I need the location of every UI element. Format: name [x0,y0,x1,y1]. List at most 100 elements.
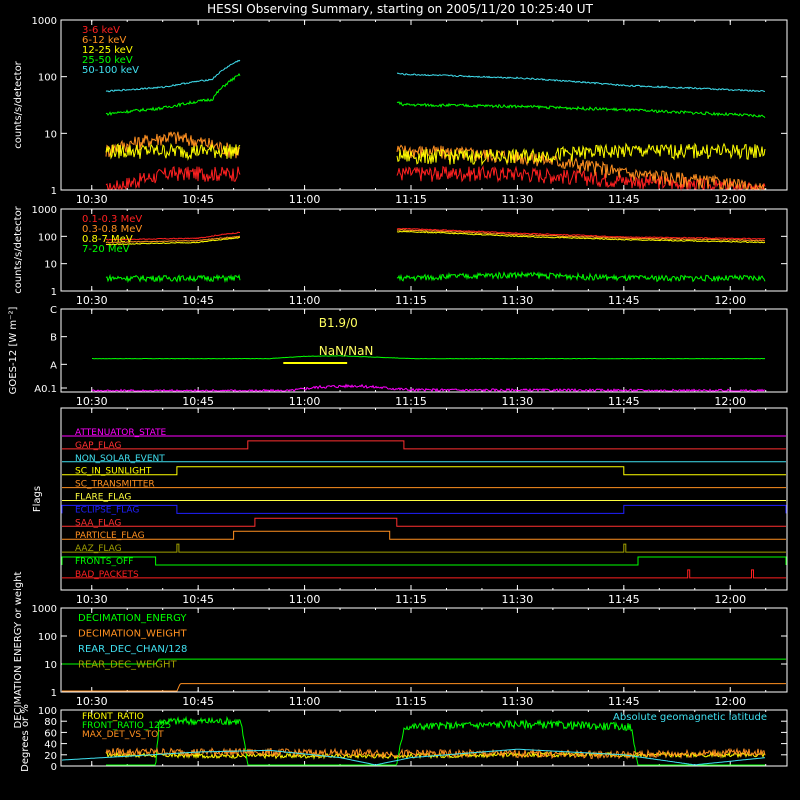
series-line-7-20-mev [105,270,766,284]
figure-title: HESSI Observing Summary, starting on 200… [207,2,593,16]
legend-50-100-kev: 50-100 keV [82,65,139,76]
x-tick-label: 11:00 [289,593,321,606]
y-tick-label: A0.1 [34,384,57,395]
panel-lightcurves: 10:30 10:45 11:00 11:15 11:30 11:45 12:00 count… [13,16,788,206]
flag-label-aaz-flag: AAZ_FLAG [75,544,122,554]
series-line-0-8-7-mev [105,230,766,246]
series-line-0-3-0-8-mev [105,229,765,244]
high-energy-y-axis-label: counts/s/detector [13,205,24,293]
flags-frame [60,407,788,591]
series-line-front-ratio-1225 [106,715,765,766]
x-tick-label: 11:15 [395,593,427,606]
x-tick-label: 11:30 [502,294,534,307]
x-tick-label: 11:00 [289,695,321,708]
x-tick-label: 10:30 [76,294,108,307]
series-line-50-100-kev [105,59,765,93]
y-tick-label: 100 [38,73,57,84]
x-tick-label: 10:45 [182,193,214,206]
x-tick-label: 11:30 [502,395,534,408]
x-tick-label: 11:15 [395,695,427,708]
y-tick-label: 1000 [32,604,57,615]
legend-3-6-kev: 3-6 keV [82,25,120,36]
ratios-frame [60,709,788,767]
high-energy-frame [60,208,788,292]
y-tick-label: 10 [44,129,57,140]
x-tick-label: 12:00 [714,695,746,708]
legend-rear-dec-chan-128: REAR_DEC_CHAN/128 [78,644,187,655]
series-line-25-50-kev [105,73,766,119]
flag-label-attenuator-state: ATTENUATOR_STATE [75,428,167,438]
y-tick-label: 40 [44,740,57,751]
x-tick-label: 10:45 [182,294,214,307]
x-tick-label: 11:45 [608,193,640,206]
x-tick-label: 12:00 [714,193,746,206]
legend-12-25-kev: 12-25 keV [82,45,133,56]
panel-goes: 10:30 10:45 11:00 11:15 11:30 11:45 12:00 GOES-… [8,305,788,408]
x-tick-label: 12:00 [714,593,746,606]
lightcurves-frame [60,19,788,191]
y-tick-label: 1000 [32,205,57,216]
x-tick-label: 11:45 [608,395,640,408]
flag-label-fronts-off: FRONTS_OFF [75,557,133,567]
legend-0-3-0-8-mev: 0.3-0.8 MeV [82,224,142,235]
flag-line-gap-flag [62,440,786,450]
y-tick-label: 100 [38,706,57,717]
legend-0-8-7-mev: 0.8-7 MeV [82,234,133,245]
flag-label-non-solar-event: NON_SOLAR_EVENT [75,454,165,464]
x-tick-label: 11:30 [502,593,534,606]
x-tick-label: 10:30 [76,593,108,606]
legend-0-1-0-3-mev: 0.1-0.3 MeV [82,214,142,225]
x-tick-label: 11:00 [289,395,321,408]
legend-6-12-kev: 6-12 keV [82,35,126,46]
x-tick-label: 11:15 [395,193,427,206]
x-tick-label: 11:00 [289,193,321,206]
flag-label-flare-flag: FLARE_FLAG [75,493,131,503]
x-tick-label: 11:30 [502,695,534,708]
series-line-0-1-0-3-mev [105,227,766,241]
panel-decimation: 10:30 10:45 11:00 11:15 11:30 11:45 12:00 DECIM… [13,571,788,728]
x-tick-label: 10:30 [76,193,108,206]
x-tick-label: 10:45 [182,395,214,408]
panel-flags: 10:30 10:45 11:00 11:15 11:30 11:45 12:00 Flags… [32,407,788,606]
flag-label-gap-flag: GAP_FLAG [75,441,121,451]
flag-line-bad-packets [62,569,786,579]
goes-y-axis-label: GOES-12 [W m⁻²] [8,307,19,395]
panel-stack: 10:30 10:45 11:00 11:15 11:30 11:45 12:00 count… [8,16,788,773]
series-line-12-25-kev [105,142,766,167]
series-line-0-5-4 [91,383,766,393]
y-tick-label: 1000 [32,16,57,27]
x-tick-label: 11:00 [289,294,321,307]
goes-class-annotation: B1.9/0 [319,316,358,330]
ratios-y-axis-label: Degrees or % [20,704,31,772]
y-tick-label: 60 [44,728,57,739]
flags-y-axis-label: Flags [32,486,43,512]
legend-25-50-kev: 25-50 keV [82,55,133,66]
series-line-absolute-geomagnetic-latitude [61,748,766,766]
y-tick-label: 100 [38,232,57,243]
y-tick-label: 1 [51,287,57,298]
goes-frame [60,308,788,393]
flag-label-eclipse-flag: ECLIPSE_FLAG [75,505,139,515]
panel-high-energy: 10:30 10:45 11:00 11:15 11:30 11:45 12:00 count… [13,205,788,307]
flag-line-eclipse-flag [61,504,787,514]
y-tick-label: 1 [51,688,57,699]
flag-line-aaz-flag [62,543,786,553]
x-tick-label: 11:15 [395,395,427,408]
y-tick-label: 10 [44,660,57,671]
x-tick-label: 11:45 [608,695,640,708]
lightcurves-y-axis-label: counts/s/detector [13,60,24,148]
flag-line-fronts-off [61,556,787,566]
y-tick-label: C [50,305,57,316]
flag-line-saa-flag [62,517,786,527]
legend-rear-dec-weight: REAR_DEC_WEIGHT [78,660,177,671]
y-tick-label: 1 [51,186,57,197]
geomagnetic-latitude-annotation: Absolute geomagnetic latitude [613,712,767,723]
decimation-y-axis-label: DECIMATION ENERGY or weight [13,571,24,728]
y-tick-label: 20 [44,751,57,762]
series-line-3-6-kev [105,164,766,191]
x-tick-label: 10:45 [182,593,214,606]
y-tick-label: A [50,360,57,371]
